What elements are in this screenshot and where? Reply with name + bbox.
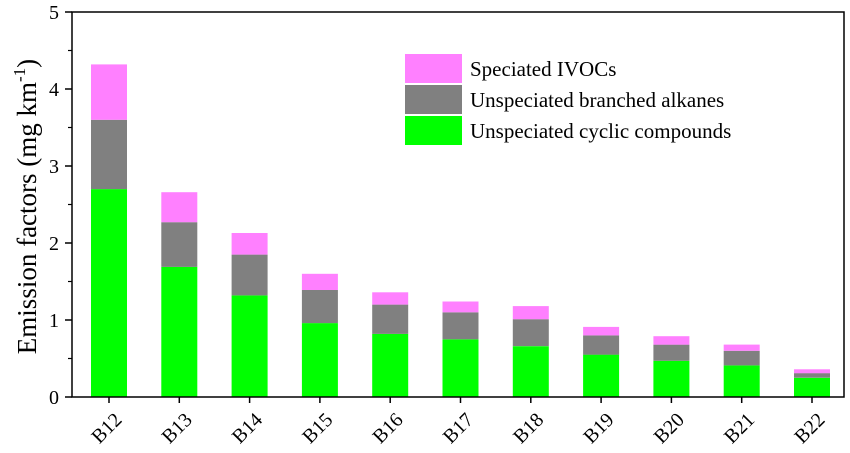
x-category-label: B19 xyxy=(579,409,618,448)
x-category-label: B16 xyxy=(369,409,408,448)
x-axis-ticks: B12 B13 B14 B15 B16 B17 B18 B19 B20 B21 B22 xyxy=(87,397,829,448)
y-axis-label-superscript: -1 xyxy=(10,68,29,82)
x-category-label: B20 xyxy=(650,409,689,448)
legend-swatch xyxy=(405,54,462,83)
bar-B17-series-0 xyxy=(442,339,479,398)
x-category-label: B14 xyxy=(228,409,267,448)
y-axis-label-close: ) xyxy=(12,59,42,68)
legend-swatch xyxy=(405,116,462,145)
bar-B15-series-1 xyxy=(301,290,338,324)
bar-B16-series-1 xyxy=(372,304,409,334)
bar-B17-series-2 xyxy=(442,301,479,313)
bar-B18-series-0 xyxy=(512,346,549,397)
bar-B20-series-1 xyxy=(653,344,690,361)
legend-label: Speciated IVOCs xyxy=(470,57,616,81)
bar-B18-series-2 xyxy=(512,306,549,320)
bar-B14-series-1 xyxy=(231,254,268,296)
bar-B14-series-0 xyxy=(231,295,268,397)
bar-B12-series-1 xyxy=(91,119,127,190)
legend-label: Unspeciated branched alkanes xyxy=(470,88,724,112)
bar-B18-series-1 xyxy=(512,319,549,347)
x-category-label: B15 xyxy=(298,409,337,448)
bar-B20-series-2 xyxy=(653,336,690,345)
y-tick-label: 5 xyxy=(49,2,59,24)
bar-B13-series-1 xyxy=(161,222,198,267)
bar-B12-series-2 xyxy=(91,64,127,120)
x-category-label: B21 xyxy=(720,409,759,448)
bar-B19-series-1 xyxy=(583,335,620,355)
y-tick-label: 4 xyxy=(49,79,59,101)
y-axis-ticks: 0 1 2 3 4 5 xyxy=(49,2,72,409)
bar-B21-series-2 xyxy=(723,344,760,351)
bar-B13-series-2 xyxy=(161,192,198,223)
bar-B14-series-2 xyxy=(231,233,268,255)
bar-B16-series-2 xyxy=(372,292,409,305)
bar-B19-series-0 xyxy=(583,354,620,397)
y-tick-label: 3 xyxy=(49,156,59,178)
bar-B21-series-0 xyxy=(723,365,760,397)
bar-B19-series-2 xyxy=(583,326,620,336)
bars-group xyxy=(91,64,830,398)
bar-B21-series-1 xyxy=(723,350,760,366)
bar-B12-series-0 xyxy=(91,189,127,397)
legend-label: Unspeciated cyclic compounds xyxy=(470,119,731,143)
y-axis-label-main: Emission factors (mg km xyxy=(12,82,42,354)
x-category-label: B18 xyxy=(509,409,548,448)
y-tick-label: 2 xyxy=(49,233,59,255)
bar-B17-series-1 xyxy=(442,312,479,340)
y-axis-label: Emission factors (mg km-1) xyxy=(10,59,42,354)
legend: Speciated IVOCs Unspeciated branched alka… xyxy=(405,54,731,145)
x-category-label: B13 xyxy=(158,409,197,448)
bar-B15-series-2 xyxy=(301,273,338,290)
bar-B13-series-0 xyxy=(161,266,198,397)
y-tick-label: 1 xyxy=(49,310,59,332)
y-tick-label: 0 xyxy=(49,387,59,409)
x-category-label: B17 xyxy=(439,409,478,448)
x-category-label: B12 xyxy=(87,409,126,448)
bar-B22-series-2 xyxy=(794,369,830,374)
bar-B16-series-0 xyxy=(372,333,409,397)
bar-B22-series-0 xyxy=(794,377,830,398)
bar-B22-series-1 xyxy=(794,373,830,378)
bar-B15-series-0 xyxy=(301,323,338,397)
legend-swatch xyxy=(405,85,462,114)
bar-B20-series-0 xyxy=(653,360,690,397)
x-category-label: B22 xyxy=(790,409,829,448)
